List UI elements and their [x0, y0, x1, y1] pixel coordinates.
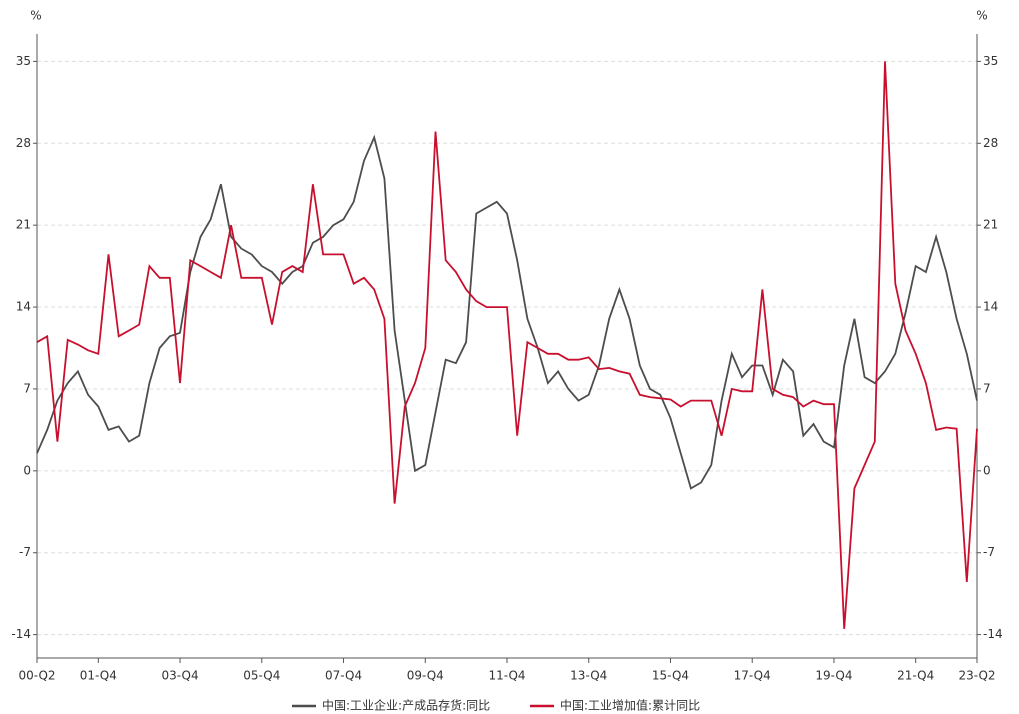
- x-tick-label: 03-Q4: [161, 669, 198, 683]
- x-tick-label: 21-Q4: [897, 669, 934, 683]
- x-tick-label: 15-Q4: [652, 669, 689, 683]
- x-tick-label: 01-Q4: [80, 669, 117, 683]
- x-tick-label: 09-Q4: [407, 669, 444, 683]
- y-tick-label: 7: [23, 381, 31, 395]
- y2-tick-label: 21: [983, 218, 998, 232]
- y2-tick-label: 28: [983, 136, 998, 150]
- y-tick-label: 35: [16, 54, 31, 68]
- y2-tick-label: 0: [983, 463, 991, 477]
- series-line: [36, 134, 978, 490]
- y-tick-label: 28: [16, 136, 31, 150]
- legend-label: 中国:工业企业:产成品存货:同比: [322, 698, 490, 713]
- y2-tick-label: 7: [983, 381, 991, 395]
- y-tick-label: 14: [16, 300, 31, 314]
- y-unit: %: [30, 9, 41, 23]
- y2-tick-label: -14: [983, 627, 1003, 641]
- series-line: [36, 61, 978, 629]
- x-tick-label: 19-Q4: [815, 669, 852, 683]
- y-tick-label: 0: [23, 463, 31, 477]
- y2-tick-label: -7: [983, 545, 995, 559]
- y2-unit: %: [976, 9, 987, 23]
- x-tick-label: 23-Q2: [958, 669, 995, 683]
- y-tick-label: -7: [19, 545, 31, 559]
- y-tick-label: -14: [11, 627, 31, 641]
- legend-label: 中国:工业增加值:累计同比: [560, 698, 700, 713]
- x-tick-label: 13-Q4: [570, 669, 607, 683]
- x-tick-label: 11-Q4: [488, 669, 525, 683]
- x-tick-label: 00-Q2: [18, 669, 55, 683]
- y2-tick-label: 14: [983, 300, 998, 314]
- x-tick-label: 05-Q4: [243, 669, 280, 683]
- y-tick-label: 21: [16, 218, 31, 232]
- y2-tick-label: 35: [983, 54, 998, 68]
- x-tick-label: 17-Q4: [734, 669, 771, 683]
- x-tick-label: 07-Q4: [325, 669, 362, 683]
